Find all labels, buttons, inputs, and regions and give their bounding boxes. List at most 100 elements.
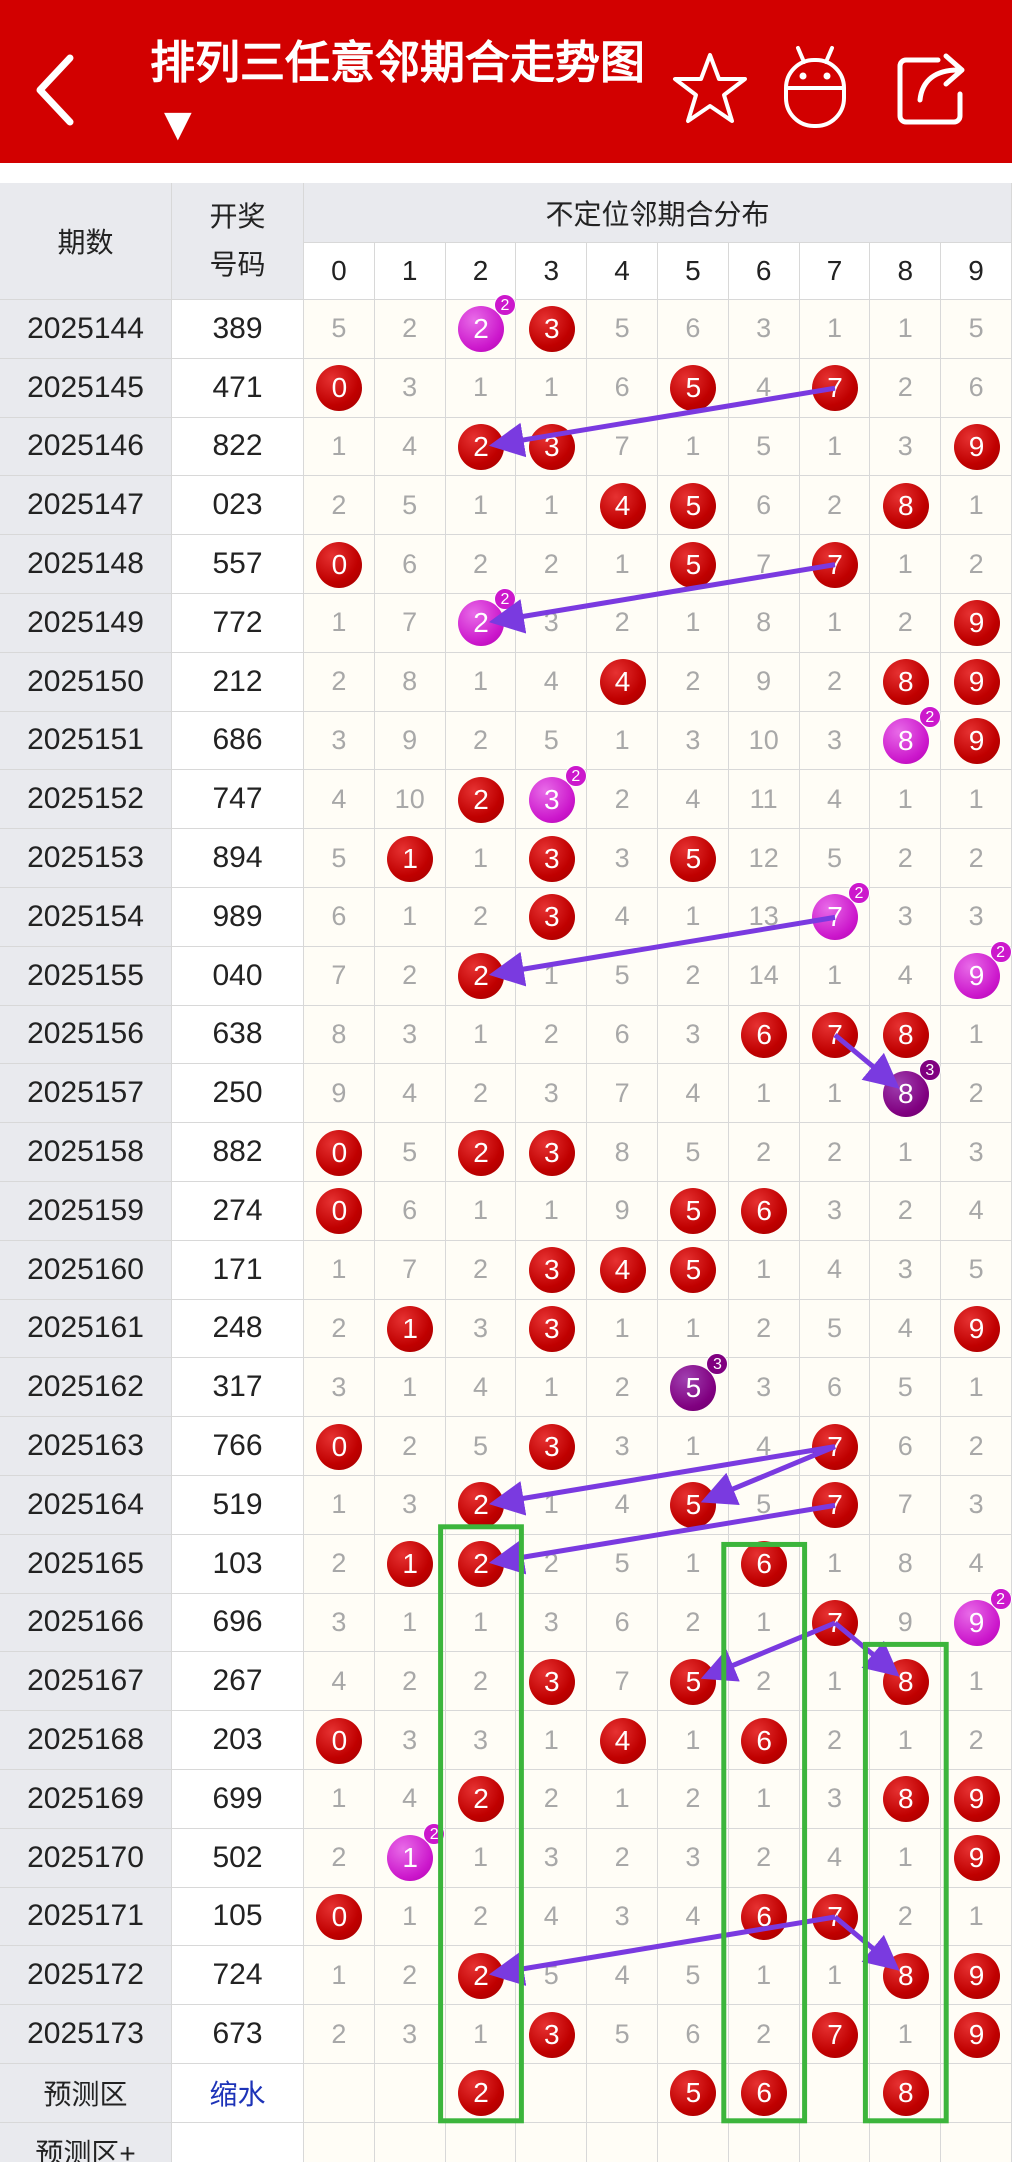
predict-plus-cell[interactable] (445, 2122, 517, 2162)
hit-ball: 7 (811, 541, 858, 588)
predict-plus-cell[interactable] (870, 2122, 942, 2162)
miss-count: 1 (897, 548, 913, 579)
distribution-cell: 4 (799, 1828, 871, 1888)
shrink-link[interactable]: 缩水 (172, 2064, 304, 2123)
distribution-cell: 0 (304, 1887, 375, 1947)
miss-count: 1 (402, 901, 418, 932)
distribution-cell: 5 (658, 1476, 729, 1535)
predict-cell[interactable]: 6 (728, 2064, 800, 2123)
predict-cell[interactable]: 5 (658, 2064, 729, 2123)
predict-ball[interactable]: 2 (457, 2070, 504, 2117)
distribution-cell: 3 (728, 300, 800, 359)
predict-plus-cell[interactable] (516, 2122, 588, 2162)
predict-ball[interactable]: 6 (741, 2070, 788, 2117)
miss-count: 2 (756, 1665, 772, 1696)
predict-cell[interactable] (587, 2064, 658, 2123)
distribution-cell: 6 (728, 1182, 800, 1241)
predict-cell[interactable] (516, 2064, 588, 2123)
robot-icon[interactable] (780, 42, 850, 132)
star-icon[interactable] (672, 50, 748, 126)
hit-ball: 4 (599, 482, 646, 529)
period-cell: 2025173 (0, 2005, 172, 2064)
distribution-cell: 2 (516, 1534, 588, 1594)
hit-ball: 3 (528, 894, 575, 941)
miss-count: 1 (685, 1312, 701, 1343)
miss-count: 6 (614, 1606, 630, 1637)
hit-ball: 8 (882, 1011, 929, 1058)
miss-count: 5 (685, 1136, 701, 1167)
distribution-cell: 2 (941, 535, 1012, 594)
distribution-cell: 4 (728, 358, 800, 418)
miss-count: 8 (402, 666, 418, 697)
distribution-cell: 1 (799, 1946, 871, 2006)
distribution-cell: 3 (374, 2005, 446, 2064)
distribution-cell: 8 (870, 1652, 942, 1712)
distribution-cell: 1 (445, 476, 517, 536)
distribution-cell: 2 (728, 1299, 800, 1359)
distribution-cell: 1 (374, 888, 446, 947)
predict-plus-cell[interactable] (304, 2122, 375, 2162)
page-title[interactable]: 排列三任意邻期合走势图 ▼ (150, 34, 670, 154)
predict-plus-cell[interactable] (799, 2122, 871, 2162)
predict-cell[interactable] (799, 2064, 871, 2123)
predict-ball[interactable]: 8 (882, 2070, 929, 2117)
back-icon[interactable] (30, 50, 80, 130)
miss-count: 2 (685, 1783, 701, 1814)
miss-count: 5 (756, 430, 772, 461)
draw-code-cell: 696 (172, 1593, 304, 1653)
distribution-cell: 1 (728, 1770, 800, 1829)
distribution-cell: 1 (516, 1476, 588, 1535)
distribution-cell: 3 (587, 1417, 658, 1476)
predict-cell[interactable] (374, 2064, 446, 2123)
miss-count: 6 (968, 372, 984, 403)
distribution-cell: 2 (516, 535, 588, 594)
draw-code-cell: 389 (172, 300, 304, 359)
predict-plus-cell[interactable] (728, 2122, 800, 2162)
predict-ball[interactable]: 5 (670, 2070, 717, 2117)
distribution-cell: 1 (445, 1593, 517, 1653)
distribution-cell: 8 (870, 1005, 942, 1065)
predict-plus-cell[interactable] (587, 2122, 658, 2162)
header-spacer (0, 163, 1012, 183)
distribution-cell: 9 (941, 1828, 1012, 1888)
miss-count: 6 (826, 1371, 842, 1402)
predict-cell[interactable] (941, 2064, 1012, 2123)
distribution-cell: 5 (304, 300, 375, 359)
distribution-cell: 1 (445, 1828, 517, 1888)
draw-code-cell: 894 (172, 829, 304, 888)
distribution-cell: 1 (728, 1946, 800, 2006)
hit-ball: 2 (457, 423, 504, 470)
distribution-cell: 3 (516, 1123, 588, 1182)
draw-code-cell: 989 (172, 888, 304, 947)
predict-plus-cell[interactable] (658, 2122, 729, 2162)
distribution-cell: 0 (304, 1123, 375, 1182)
distribution-cell: 9 (870, 1593, 942, 1653)
predict-plus-cell[interactable] (374, 2122, 446, 2162)
miss-count: 5 (402, 1136, 418, 1167)
distribution-cell: 9 (941, 1946, 1012, 2006)
distribution-cell: 8 (870, 476, 942, 536)
predict-area-label: 预测区 (0, 2064, 172, 2123)
distribution-cell: 5 (374, 1123, 446, 1182)
digit-column-header: 4 (587, 243, 658, 300)
distribution-cell: 2 (445, 946, 517, 1006)
predict-cell[interactable] (304, 2064, 375, 2123)
distribution-cell: 4 (658, 1064, 729, 1124)
distribution-cell: 6 (587, 1593, 658, 1653)
dropdown-caret-icon[interactable]: ▼ (164, 104, 192, 145)
share-icon[interactable] (892, 48, 972, 128)
distribution-cell: 2 (941, 1417, 1012, 1476)
distribution-cell: 6 (374, 535, 446, 594)
predict-cell[interactable]: 2 (445, 2064, 517, 2123)
period-cell: 2025153 (0, 829, 172, 888)
digit-column-header: 9 (941, 243, 1012, 300)
miss-count: 7 (402, 1254, 418, 1285)
distribution-cell: 1 (941, 770, 1012, 830)
predict-plus-cell[interactable] (941, 2122, 1012, 2162)
period-cell: 2025169 (0, 1770, 172, 1829)
predict-cell[interactable]: 8 (870, 2064, 942, 2123)
distribution-cell: 2 (304, 1299, 375, 1359)
